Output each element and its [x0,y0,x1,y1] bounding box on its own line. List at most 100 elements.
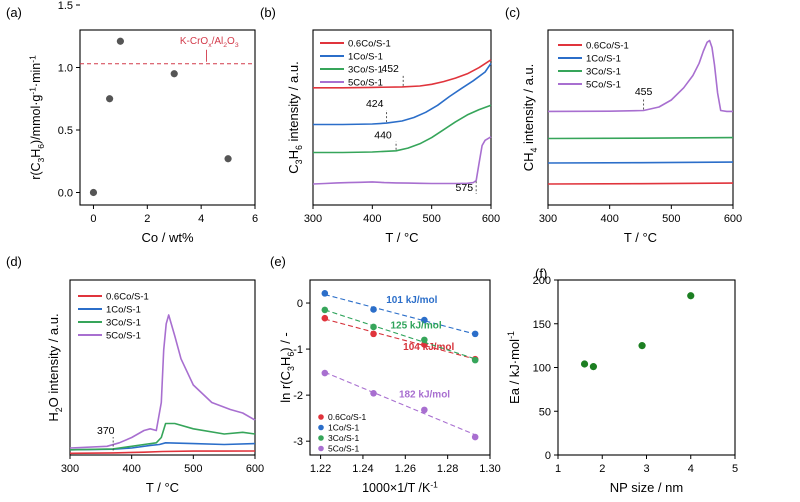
x-tick-label: 1.24 [352,463,373,475]
x-tick-label: 500 [662,213,680,225]
x-axis-label: Co / wt% [141,230,193,245]
fit-line [324,318,476,360]
fit-label: 101 kJ/mol [386,295,437,306]
legend-label: 3Co/S-1 [348,65,383,76]
x-tick-label: 0 [90,213,96,225]
panel-label: (c) [505,5,520,20]
y-axis-label: r(C3H6)/mmol·g-1·min-1 [27,55,46,180]
y-tick-label: -1 [293,344,303,356]
legend-label: 1Co/S-1 [348,52,383,63]
data-point [370,330,377,338]
fit-line [324,371,476,436]
data-point [224,155,232,163]
legend-swatch [318,435,324,441]
legend-label: 3Co/S-1 [106,318,141,329]
x-tick-label: 2 [599,463,605,475]
series-line [69,314,256,449]
annotation-label: 575 [456,182,474,194]
x-tick-label: 400 [363,213,381,225]
data-point [321,290,329,297]
series-line [312,136,492,185]
y-tick-label: 0 [297,298,303,310]
data-point [638,342,646,350]
data-point [471,330,479,338]
data-point [471,356,479,364]
x-tick-label: 600 [482,213,500,225]
data-point [116,37,124,45]
data-point [421,316,428,324]
series-line [69,422,256,451]
x-tick-label: 300 [539,213,557,225]
x-tick-label: 300 [304,213,322,225]
fit-label: 125 kJ/mol [390,320,441,331]
panel-c: (c) 300 400 500 600 0.6Co/S-1 1Co/S-1 3Co/S-1 5C… [505,5,742,245]
data-point [421,336,428,344]
legend-label: 0.6Co/S-1 [586,41,629,52]
x-axis-label: T / °C [146,480,179,495]
annotation-label: 424 [366,98,384,110]
panel-label: (d) [6,254,22,269]
legend-label: 1Co/S-1 [106,305,141,316]
y-axis-label: C3H6 intensity / a.u. [286,61,304,173]
annotation-label: 440 [374,130,392,142]
legend-label: 1Co/S-1 [586,54,621,65]
x-tick-label: 300 [61,463,79,475]
panel-a: (a) 0 2 4 6 0.0 0.5 1.0 1.5 K-CrOx/Al2O3 Co / wt% r… [6,0,258,245]
x-tick-label: 1.26 [395,463,416,475]
panel-d: (d) 300 400 500 600 0.6Co/S-1 1Co/S-1 3Co/S-1 5C… [6,254,264,495]
panel-label: (b) [260,5,276,20]
x-tick-label: 400 [122,463,140,475]
annotation-label: 455 [635,86,653,98]
x-tick-label: 1.30 [479,463,500,475]
plot-frame [309,279,491,456]
series-line [313,59,492,89]
fit-label: 182 kJ/mol [399,389,450,400]
plot-frame [312,29,492,206]
x-tick-label: 400 [600,213,618,225]
fit-line [324,294,476,335]
x-tick-label: 3 [643,463,649,475]
fit-label: 104 kJ/mol [403,342,454,353]
series-line [313,62,492,126]
x-axis-label: T / °C [624,230,657,245]
series-line [547,136,734,140]
x-tick-label: 4 [688,463,694,475]
data-point [471,433,479,441]
legend-label: 5Co/S-1 [586,80,621,91]
x-axis-label: T / °C [385,230,418,245]
data-point [321,369,329,377]
annotation-label: 370 [97,425,115,437]
x-tick-label: 500 [184,463,202,475]
y-axis-label: Ea / kJ·mol-1 [506,331,522,404]
y-tick-label: 1.0 [58,63,73,75]
y-tick-label: 0.5 [58,125,73,137]
x-tick-label: 500 [422,213,440,225]
data-point [580,360,589,368]
reference-label: K-CrOx/Al2O3 [180,36,239,49]
y-tick-label: 50 [539,406,551,418]
y-tick-label: 0 [545,450,551,462]
y-axis-label: H2O intensity / a.u. [46,313,64,421]
y-tick-label: 100 [533,363,551,375]
plot-frame [69,279,256,456]
legend-label: 1Co/S-1 [328,423,359,433]
data-point [370,323,377,331]
data-point [106,95,114,103]
legend-label: 5Co/S-1 [348,78,383,89]
x-axis-label: 1000×1/T /K-1 [362,479,438,495]
y-tick-label: -3 [293,436,303,448]
y-tick-label: 0.0 [58,188,73,200]
legend-label: 0.6Co/S-1 [348,39,391,50]
data-point [170,70,178,78]
fit-line [324,309,476,360]
legend-swatch [318,424,324,431]
x-tick-label: 6 [252,213,258,225]
panel-e: (e) 1.22 1.24 1.26 1.28 1.30 0 -1 -2 -3 104 kJ/mol… [270,254,501,495]
data-point [321,306,329,314]
series-line [547,161,734,164]
panel-label: (e) [270,254,286,269]
data-point [321,314,329,322]
data-point [370,306,377,313]
